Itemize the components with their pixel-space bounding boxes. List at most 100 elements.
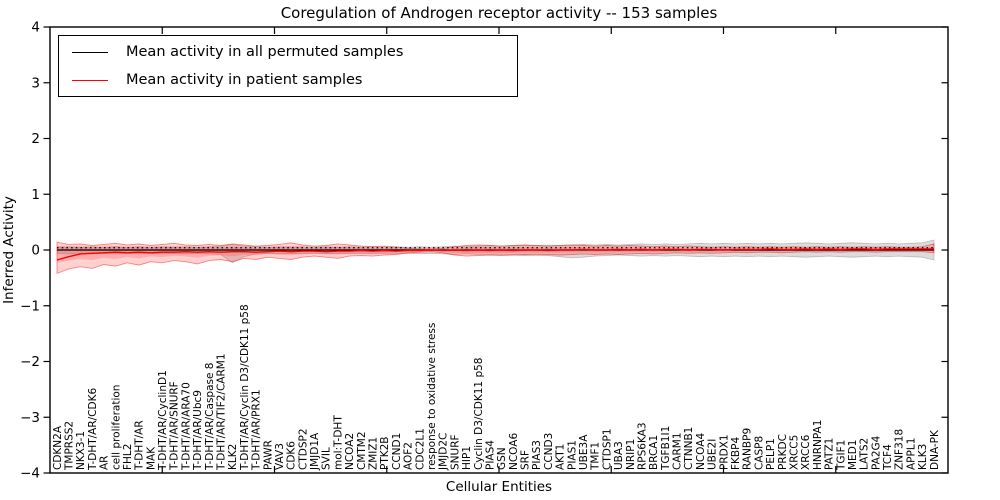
x-tick-label: T-DHT/AR/Ubc9 (192, 390, 204, 471)
x-tick-label: MAK (145, 446, 157, 470)
x-tick-label: cell proliferation (110, 385, 122, 470)
x-tick-label: CDKN2A (52, 425, 64, 470)
y-tick-label: 2 (31, 131, 40, 147)
permuted-range-band (56, 239, 935, 264)
x-tick-label: PATZ1 (824, 438, 836, 470)
x-tick-label: Cyclin D3/CDK11 p58 (473, 358, 485, 470)
x-tick-label: NCOA4 (695, 433, 707, 470)
black-line-swatch-icon (72, 51, 108, 53)
x-tick-label: mol:T-DHT (332, 415, 344, 470)
x-tick-label: PAWR (262, 440, 274, 470)
x-tick-label: CMTM2 (356, 431, 368, 470)
x-tick-label: FHL2 (122, 444, 134, 470)
x-tick-label: ZNF318 (894, 429, 906, 470)
x-tick-label: AR (99, 456, 111, 470)
x-tick-label: XRCC6 (800, 434, 812, 470)
patient-mean-line (56, 248, 934, 261)
legend-label-patient: Mean activity in patient samples (126, 72, 363, 88)
x-tick-label: NCOA2 (344, 433, 356, 470)
x-tick-label: VAV3 (274, 443, 286, 470)
x-tick-label: PIAS4 (485, 440, 497, 470)
y-tick-label: −4 (20, 466, 40, 482)
x-tick-label: CDC2L1 (414, 428, 426, 470)
x-tick-label: CARM1 (672, 432, 684, 470)
x-tick-label: GSN (496, 447, 508, 470)
x-tick-label: CASP8 (753, 436, 765, 470)
x-tick-label: T-DHT/AR/SNURF (169, 381, 181, 471)
x-tick-label: CDK6 (286, 441, 298, 470)
x-tick-label: T-DHT/AR/Cyclin D3/CDK11 p58 (239, 304, 251, 471)
x-tick-label: TMPRSS2 (64, 421, 76, 471)
legend: Mean activity in all permuted samples Me… (58, 35, 518, 97)
x-tick-label: HIP1 (461, 446, 473, 470)
legend-item-patient: Mean activity in patient samples (72, 68, 517, 92)
chart-title: Coregulation of Androgen receptor activi… (280, 4, 718, 22)
x-tick-label: AOF2 (403, 442, 415, 470)
x-tick-label: UBA3 (613, 441, 625, 470)
x-tick-label: PRDX1 (718, 434, 730, 470)
x-tick-label: RANBP9 (742, 428, 754, 470)
x-tick-label: TMF1 (590, 442, 602, 471)
x-tick-label: KLK2 (227, 444, 239, 470)
x-tick-label: PRKDC (777, 434, 789, 470)
x-tick-label: SNURF (449, 434, 461, 470)
x-tick-label: T-DHT/AR/CyclinD1 (157, 370, 169, 471)
x-tick-label: CCND1 (391, 433, 403, 470)
x-tick-label: T-DHT/AR (134, 420, 146, 471)
x-tick-label: T-DHT/AR/ARA70 (180, 382, 192, 471)
x-tick-label: NKX3-1 (75, 431, 87, 470)
x-tick-label: LATS2 (859, 438, 871, 470)
x-tick-label: XRCC5 (789, 435, 801, 470)
x-tick-label: SVIL (321, 447, 333, 470)
x-tick-label: response to oxidative stress (426, 323, 438, 470)
x-tick-label: CTNNB1 (683, 427, 695, 470)
x-tick-label: JMJD1A (309, 432, 321, 471)
x-tick-label: JMJD2C (438, 433, 450, 471)
x-tick-label: APPL1 (905, 438, 917, 470)
x-tick-label: SRF (520, 450, 532, 470)
x-tick-label: DNA-PK (929, 429, 941, 470)
y-axis-title: Inferred Activity (1, 196, 17, 304)
legend-item-permuted: Mean activity in all permuted samples (72, 40, 517, 64)
y-tick-label: 1 (31, 187, 40, 203)
legend-label-permuted: Mean activity in all permuted samples (126, 44, 404, 60)
x-tick-label: TGIF1 (835, 440, 847, 471)
x-tick-label: T-DHT/AR/PRX1 (251, 389, 263, 471)
y-tick-label: 4 (31, 20, 40, 36)
x-tick-label: UBE3A (578, 434, 590, 470)
y-tick-label: −1 (20, 298, 40, 314)
x-tick-label: HNRNPA1 (812, 420, 824, 470)
x-tick-label: TCF4 (882, 444, 894, 471)
patient-range-band (56, 241, 935, 275)
x-tick-label: CTDSP1 (601, 428, 613, 470)
x-tick-label: AKT1 (555, 444, 567, 470)
x-tick-label: BRCA1 (648, 435, 660, 470)
x-tick-label: PTK2B (379, 436, 391, 470)
x-tick-label: PIAS1 (566, 440, 578, 470)
x-tick-label: MED1 (847, 440, 859, 470)
red-line-swatch-icon (72, 79, 108, 81)
x-tick-label: CTDSP2 (297, 428, 309, 470)
x-tick-label: NRIP1 (625, 439, 637, 470)
x-tick-label: CCND3 (543, 433, 555, 470)
x-tick-label: T-DHT/AR/TIF2/CARM1 (216, 353, 228, 471)
y-tick-label: 3 (31, 75, 40, 91)
x-tick-label: TGFB1I1 (660, 426, 672, 471)
y-tick-label: 0 (31, 243, 40, 259)
x-axis-title: Cellular Entities (445, 479, 553, 495)
x-tick-label: ZMIZ1 (368, 437, 380, 470)
x-tick-label: FKBP4 (730, 437, 742, 470)
x-tick-label: PELP1 (765, 438, 777, 470)
x-tick-label: T-DHT/AR/CDK6 (87, 388, 99, 471)
x-tick-label: RPS6KA3 (637, 422, 649, 470)
x-tick-label: NCOA6 (508, 433, 520, 470)
x-tick-label: PA2G4 (870, 435, 882, 470)
x-tick-label: UBE2I (707, 439, 719, 470)
y-tick-label: −2 (20, 354, 40, 370)
x-tick-label: KLK3 (917, 444, 929, 470)
y-tick-label: −3 (20, 410, 40, 426)
x-tick-label: PIAS3 (531, 440, 543, 470)
x-tick-label: T-DHT/AR/Caspase 8 (204, 363, 216, 471)
